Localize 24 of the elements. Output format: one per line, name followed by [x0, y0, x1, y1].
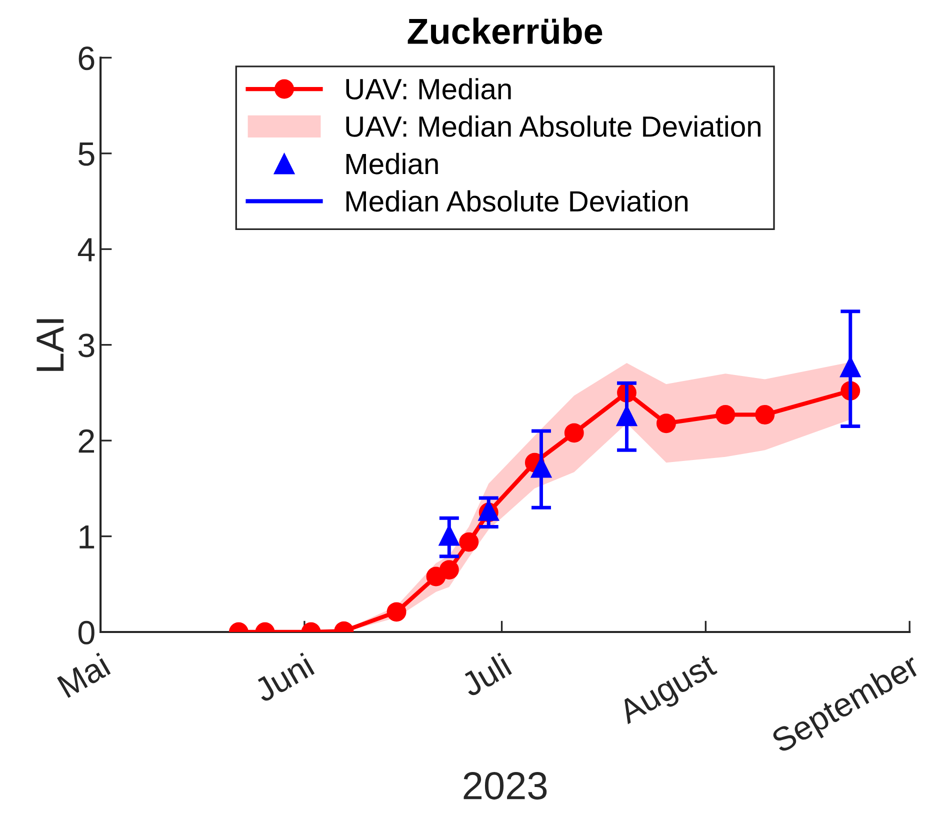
y-tick-label: 4 [78, 238, 95, 262]
legend-label: Median [346, 152, 438, 174]
point [564, 423, 584, 443]
annotation: UAV: Median Absolute Deviation [346, 116, 760, 137]
y-tick-label: 5 [78, 142, 94, 166]
y-tick-label: 1 [80, 525, 94, 548]
annotation: Median Absolute Deviation [346, 190, 688, 212]
x-tick-label: Juli [458, 652, 512, 698]
y-tick-label: 3 [78, 334, 94, 358]
point [459, 532, 479, 552]
chart-title: Zuckerrübe [408, 18, 602, 44]
point [755, 405, 775, 424]
point [656, 414, 676, 434]
x-axis-title: 2023 [464, 772, 547, 800]
legend-label: UAV: Median [346, 78, 511, 100]
point [386, 602, 406, 622]
y-tick-label: 0 [78, 620, 94, 644]
x-tick-label: Juni [252, 652, 315, 703]
x-tick-label: Mai [56, 652, 111, 698]
y-tick-label: 2 [78, 429, 94, 453]
point [439, 560, 459, 580]
point [716, 405, 736, 424]
y-axis-title: LAI [36, 319, 64, 371]
y-tick-label: 6 [78, 46, 94, 70]
